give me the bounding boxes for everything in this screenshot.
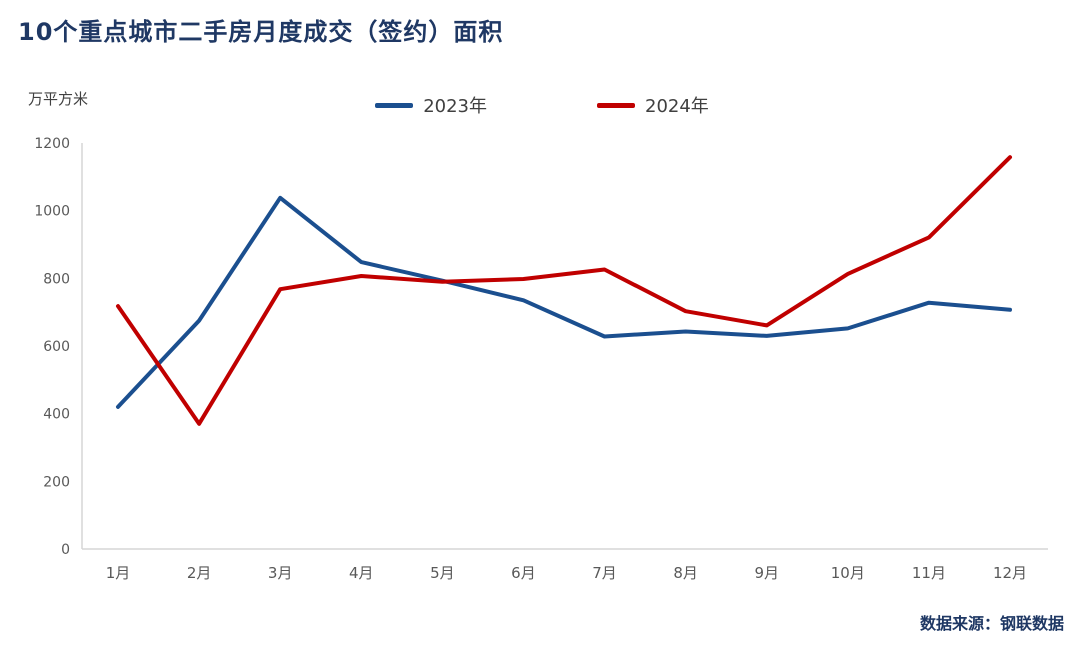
data-source-label: 数据来源：钢联数据 <box>919 614 1064 633</box>
x-tick-label: 10月 <box>831 564 865 582</box>
series-line-2023年 <box>116 195 1012 409</box>
y-tick-label: 200 <box>43 474 70 490</box>
chart-title: 10个重点城市二手房月度成交（签约）面积 <box>18 18 504 46</box>
x-tick-label: 12月 <box>993 564 1027 582</box>
y-tick-label: 1200 <box>34 136 70 152</box>
y-tick-label: 800 <box>43 271 70 287</box>
x-tick-label: 5月 <box>430 564 455 582</box>
x-tick-label: 7月 <box>592 564 617 582</box>
x-tick-label: 1月 <box>106 564 131 582</box>
y-tick-label: 600 <box>43 339 70 355</box>
x-tick-label: 11月 <box>912 564 946 582</box>
x-tick-label: 8月 <box>673 564 698 582</box>
x-tick-label: 3月 <box>268 564 293 582</box>
x-tick-label: 2月 <box>187 564 212 582</box>
x-tick-label: 6月 <box>511 564 536 582</box>
series-line-2024年 <box>116 155 1012 426</box>
y-tick-label: 400 <box>43 407 70 423</box>
y-axis-unit-label: 万平方米 <box>28 90 89 108</box>
x-tick-label: 9月 <box>754 564 779 582</box>
y-tick-label: 0 <box>61 542 70 558</box>
x-tick-label: 4月 <box>349 564 374 582</box>
y-tick-label: 1000 <box>34 204 70 220</box>
